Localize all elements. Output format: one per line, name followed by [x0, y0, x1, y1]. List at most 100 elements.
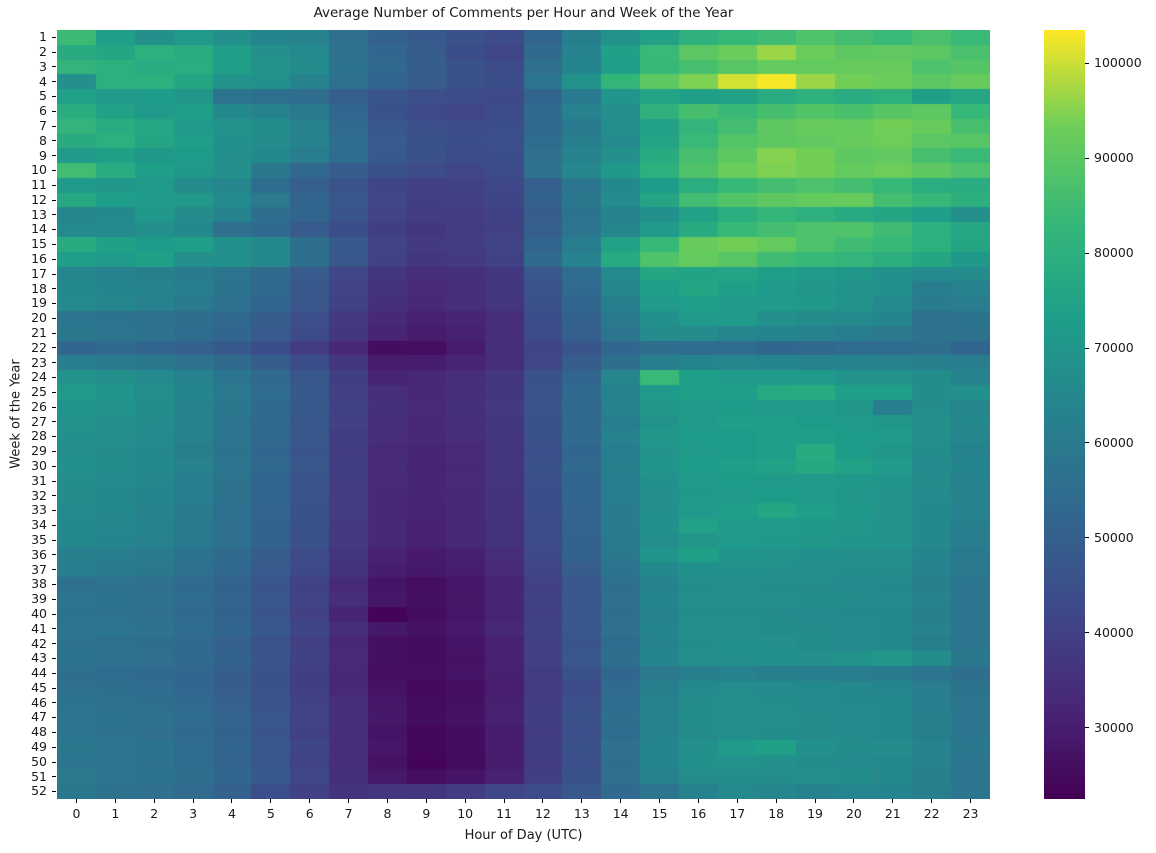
y-tick-label: 50 [31, 753, 47, 769]
colorbar-tick-mark [1085, 347, 1089, 349]
y-tick-label: 7 [39, 117, 47, 133]
y-tick-label: 33 [31, 502, 47, 518]
y-tick-label: 35 [31, 532, 47, 547]
x-tick-mark [659, 799, 661, 803]
x-tick-label: 17 [729, 806, 746, 821]
y-tick-mark [52, 391, 56, 393]
y-tick-mark [52, 243, 56, 245]
y-tick-label: 48 [31, 724, 47, 740]
x-tick-label: 16 [690, 806, 707, 821]
y-tick-label: 14 [31, 221, 47, 237]
y-tick-mark [52, 495, 56, 497]
y-tick-mark [52, 524, 56, 526]
x-tick-label: 21 [884, 806, 901, 821]
y-tick-label: 41 [31, 620, 47, 636]
y-tick-mark [52, 347, 56, 349]
y-tick-label: 13 [31, 206, 47, 222]
y-tick-label: 28 [31, 428, 47, 444]
y-tick-mark [52, 717, 56, 719]
y-tick-label: 25 [31, 384, 47, 400]
x-tick-mark [153, 799, 155, 803]
y-tick-mark [52, 598, 56, 600]
y-tick-mark [52, 480, 56, 482]
y-tick-label: 32 [31, 487, 47, 503]
x-tick-mark [386, 799, 388, 803]
y-tick-mark [52, 731, 56, 733]
colorbar-tick-label: 100000 [1094, 55, 1142, 71]
y-tick-label: 38 [31, 576, 47, 592]
x-tick-mark [192, 799, 194, 803]
x-tick-mark [775, 799, 777, 803]
x-tick-label: 9 [422, 806, 431, 821]
y-tick-label: 17 [31, 265, 47, 281]
colorbar-tick-mark [1085, 62, 1089, 64]
y-tick-mark [52, 51, 56, 53]
x-tick-mark [814, 799, 816, 803]
x-tick-label: 22 [923, 806, 940, 821]
y-tick-mark [52, 510, 56, 512]
y-tick-mark [52, 317, 56, 319]
y-tick-label: 44 [31, 665, 47, 681]
y-tick-mark [52, 110, 56, 112]
y-tick-label: 36 [31, 546, 47, 562]
x-tick-label: 12 [534, 806, 551, 821]
x-tick-mark [697, 799, 699, 803]
x-tick-mark [464, 799, 466, 803]
y-tick-label: 4 [39, 73, 47, 89]
y-tick-mark [52, 229, 56, 231]
y-tick-label: 6 [39, 103, 47, 119]
colorbar-tick-label: 70000 [1094, 339, 1134, 355]
y-tick-mark [52, 791, 56, 793]
x-tick-mark [231, 799, 233, 803]
x-tick-mark [114, 799, 116, 803]
y-tick-label: 47 [31, 709, 47, 725]
x-tick-mark [425, 799, 427, 803]
chart-title: Average Number of Comments per Hour and … [313, 5, 734, 21]
x-tick-label: 15 [651, 806, 668, 821]
x-tick-mark [348, 799, 350, 803]
x-tick-label: 4 [227, 806, 236, 821]
y-tick-label: 52 [31, 783, 47, 799]
y-tick-mark [52, 303, 56, 305]
y-tick-label: 26 [31, 398, 47, 414]
colorbar-tick-mark [1085, 537, 1089, 539]
y-tick-mark [52, 169, 56, 171]
y-tick-mark [52, 436, 56, 438]
x-tick-mark [75, 799, 77, 803]
y-tick-mark [52, 214, 56, 216]
x-tick-label: 11 [496, 806, 513, 821]
x-tick-mark [542, 799, 544, 803]
x-tick-label: 7 [344, 806, 353, 821]
y-tick-mark [52, 746, 56, 748]
y-tick-mark [52, 776, 56, 778]
y-tick-label: 23 [31, 354, 47, 370]
x-tick-mark [931, 799, 933, 803]
x-tick-label: 23 [962, 806, 979, 821]
y-tick-label: 29 [31, 443, 47, 459]
x-tick-mark [736, 799, 738, 803]
y-tick-mark [52, 569, 56, 571]
x-tick-mark [620, 799, 622, 803]
colorbar-tick-label: 30000 [1094, 719, 1134, 735]
y-tick-mark [52, 643, 56, 645]
y-tick-label: 45 [31, 679, 47, 695]
y-tick-label: 2 [39, 43, 47, 59]
y-tick-label: 30 [31, 458, 47, 474]
y-tick-label: 40 [31, 605, 47, 621]
y-tick-label: 8 [39, 132, 47, 148]
y-tick-label: 11 [31, 177, 47, 193]
x-tick-label: 3 [189, 806, 198, 821]
y-tick-mark [52, 613, 56, 615]
x-tick-label: 14 [612, 806, 629, 821]
colorbar-tick-label: 60000 [1094, 434, 1134, 450]
x-tick-mark [503, 799, 505, 803]
y-tick-label: 5 [39, 88, 47, 104]
y-tick-mark [52, 761, 56, 763]
y-tick-mark [52, 36, 56, 38]
colorbar-tick-mark [1085, 727, 1089, 729]
y-tick-label: 22 [31, 339, 47, 355]
y-tick-mark [52, 465, 56, 467]
y-tick-mark [52, 672, 56, 674]
y-tick-label: 10 [31, 162, 47, 178]
